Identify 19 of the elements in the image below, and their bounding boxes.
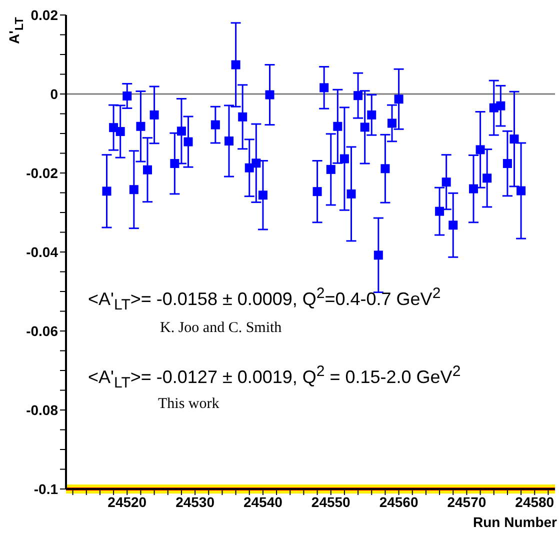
y-tick-label: 0	[50, 86, 58, 102]
y-tick-label: -0.06	[26, 322, 58, 339]
x-tick-label: 24560	[379, 494, 418, 510]
annotation: <A'$_{LT}$>= -0.0127 ± 0.0019, Q$^{2}$ = 0.15-2.0 GeV$^{2}$	[88, 363, 461, 392]
y-tick-label: 0.02	[30, 6, 58, 23]
x-tick-label: 24530	[176, 494, 215, 510]
x-tick-label: 24520	[108, 494, 147, 510]
y-tick-label: -0.08	[26, 402, 58, 418]
y-tick-label: -0.04	[26, 244, 58, 260]
annotation: This work	[158, 396, 220, 413]
x-tick-label: 24580	[515, 494, 554, 510]
annotation: K. Joo and C. Smith	[160, 320, 282, 337]
x-tick-label: 24540	[243, 494, 283, 510]
x-tick-label: 24550	[311, 494, 351, 510]
y-tick-label: -0.02	[26, 164, 58, 181]
x-axis-title: Run Number	[473, 514, 557, 530]
annotation: <A'$_{LT}$>= -0.0158 ± 0.0009, Q$^{2}$=0.4-0.7 GeV$^{2}$	[88, 285, 441, 314]
x-tick-label: 24570	[447, 494, 486, 510]
y-tick-label: -0.1	[34, 480, 58, 497]
